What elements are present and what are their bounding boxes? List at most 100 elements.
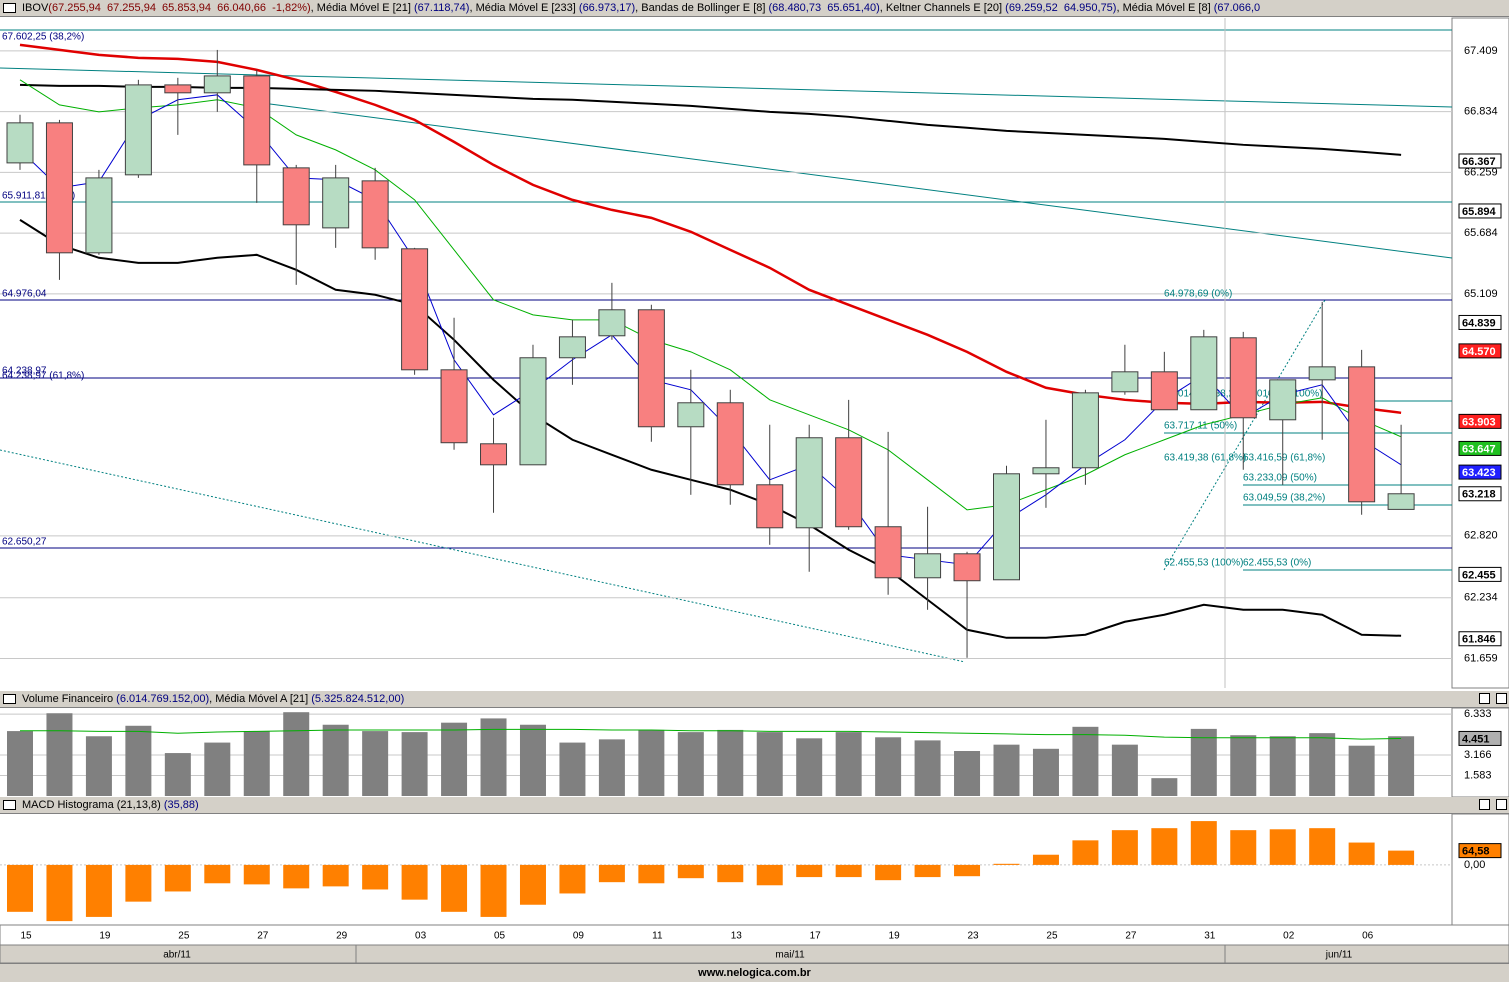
bar (85, 864, 112, 917)
footer: www.nelogica.com.br (0, 963, 1509, 982)
candle-body (637, 309, 665, 428)
x-tick-label: 03 (415, 931, 427, 942)
price-tag (1458, 314, 1502, 330)
bar (1111, 830, 1138, 865)
candle-body (914, 553, 942, 579)
price-tag-label: 62.455 (1462, 569, 1496, 581)
bar (796, 738, 823, 796)
header-text: IBOV (22, 2, 49, 14)
price-tag (1458, 631, 1502, 647)
price-tag (1458, 464, 1502, 480)
price-tag (1458, 203, 1502, 219)
annotation: 62.455,53 (100%) (1164, 558, 1244, 569)
x-tick-label: 25 (178, 931, 190, 942)
bar (46, 864, 73, 922)
bar (914, 864, 941, 878)
x-tick-label: 15 (20, 931, 32, 942)
candle-body (6, 122, 34, 164)
bar (559, 742, 586, 796)
bar (796, 864, 823, 878)
bar (875, 737, 902, 796)
x-tick-label: 19 (889, 931, 901, 942)
bar (46, 713, 73, 796)
bar (598, 739, 625, 796)
header-text: , Keltner Channels E [20] (879, 2, 1006, 14)
bar (914, 740, 941, 796)
bar (243, 731, 270, 796)
bar (993, 744, 1020, 796)
x-tick-label: 02 (1283, 931, 1295, 942)
candle-body (1150, 371, 1178, 411)
bar (835, 732, 862, 796)
header-text: (67.255,94 67.255,94 65.853,94 66.040,66… (48, 2, 311, 14)
window-buttons[interactable] (1473, 693, 1507, 707)
bar (1190, 821, 1217, 865)
annotation: 64.238,97 (2, 366, 47, 377)
x-tick-label: 27 (1125, 931, 1137, 942)
month-label: mai/11 (775, 950, 805, 961)
y-tick-label: 1.583 (1464, 769, 1492, 781)
annotation: 63.233,09 (50%) (1243, 473, 1317, 484)
price-header: IBOV(67.255,94 67.255,94 65.853,94 66.04… (0, 0, 1509, 17)
bar (1230, 830, 1257, 865)
bar (1151, 828, 1178, 865)
candle-body (1111, 371, 1139, 393)
bar (1388, 850, 1415, 865)
average-line (20, 728, 1402, 740)
annotation: 63.419,38 (61,8%) (1164, 453, 1246, 464)
window-buttons[interactable] (1473, 799, 1507, 813)
header-text: (66.973,17) (578, 2, 636, 14)
bar (441, 722, 468, 796)
bar (283, 864, 310, 889)
y-tick-label: 66.259 (1464, 166, 1498, 178)
y-tick-label: 66.834 (1464, 106, 1498, 118)
header-text: , Bandas de Bollinger E [8] (635, 2, 769, 14)
x-tick-label: 27 (257, 931, 269, 942)
candle-body (795, 437, 823, 529)
price-tag-label: 63.647 (1462, 443, 1496, 455)
annotation: 63.416,59 (61,8%) (1243, 453, 1325, 464)
candle-body (756, 484, 784, 529)
candle-body (1308, 366, 1336, 381)
candle-body (322, 177, 350, 229)
candle-body (677, 402, 705, 428)
icon (3, 694, 16, 704)
x-tick-label: 05 (494, 931, 506, 942)
header-text: (6.014.769.152,00) (116, 693, 210, 705)
x-tick-label: 17 (810, 931, 822, 942)
candle-body (45, 122, 73, 254)
price-tag-label: 4.451 (1462, 733, 1490, 745)
x-tick-label: 29 (336, 931, 348, 942)
price-tag (1458, 153, 1502, 169)
y-tick-label: 62.234 (1464, 592, 1498, 604)
bar (1309, 828, 1336, 865)
bar (1151, 778, 1178, 796)
price-tag-label: 65.894 (1462, 206, 1497, 218)
price-tag-label: 63.423 (1462, 467, 1496, 479)
header-text: (68.480,73 65.651,40) (768, 2, 880, 14)
candle-body (558, 336, 586, 359)
price-tag (1458, 440, 1502, 456)
bar (756, 864, 783, 886)
bar (1388, 736, 1415, 796)
price-tag-label: 63.903 (1462, 416, 1496, 428)
price-tag-label: 64.839 (1462, 317, 1496, 329)
price-tag-label: 64,58 (1462, 846, 1490, 858)
candle-body (874, 526, 902, 579)
header-text: Volume Financeiro (22, 693, 117, 705)
y-tick-label: 6.333 (1464, 708, 1492, 720)
bar (164, 753, 191, 796)
candle-body (203, 75, 231, 94)
bar (322, 864, 349, 887)
candle-body (480, 443, 508, 466)
x-tick-label: 06 (1362, 931, 1374, 942)
macd-axis (1451, 813, 1509, 926)
header-text: (67.118,74) (414, 2, 470, 14)
bar (480, 864, 507, 917)
candle-body (85, 177, 113, 254)
candle-body (716, 402, 744, 486)
bar (598, 864, 625, 883)
candle-body (519, 357, 547, 466)
x-tick-label: 09 (573, 931, 585, 942)
bar (283, 712, 310, 796)
